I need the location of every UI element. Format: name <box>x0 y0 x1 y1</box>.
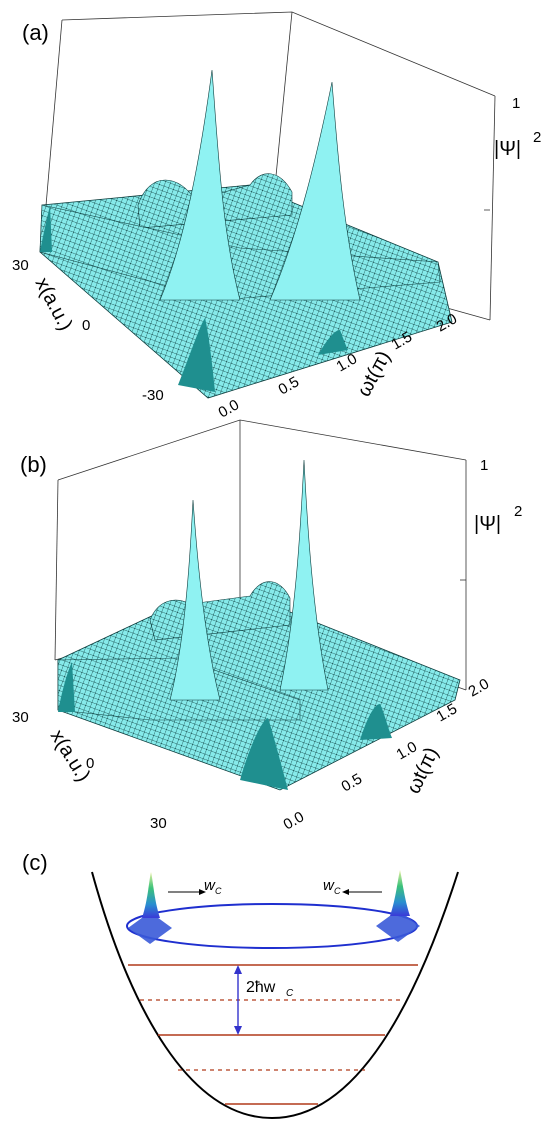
panel-b-label: (b) <box>20 452 47 477</box>
left-wc-label: w <box>204 877 216 894</box>
panel-a-label: (a) <box>22 20 49 45</box>
panel-b-t-tick-0: 0.0 <box>281 808 308 833</box>
panel-b-x-tick-0: 30 <box>12 709 29 726</box>
panel-a-t-tick-1: 0.5 <box>276 373 303 398</box>
left-wc-sub: C <box>215 886 222 896</box>
left-motion-arrow-head <box>199 889 206 895</box>
right-motion-arrow-head <box>342 889 349 895</box>
panel-a-z-tick-top: 1 <box>512 95 520 112</box>
panel-b-t-tick-1: 0.5 <box>339 770 366 795</box>
panel-a-edge-hump-mid <box>178 318 215 392</box>
panel-a-edge-hump-right <box>318 330 348 355</box>
right-wc-sub: C <box>334 886 341 896</box>
panel-b-z-tick-top: 1 <box>480 457 488 474</box>
panel-a-t-label: ωt(π) <box>353 347 395 400</box>
panel-b-peak-left <box>169 499 221 701</box>
panel-b-z-label-sup: 2 <box>514 503 522 520</box>
panel-a-edge-hump-left <box>40 205 52 252</box>
panel-a: (a) 1 |Ψ| 2 30 0 -30 x(a.u.) <box>12 11 541 421</box>
right-wc-label: w <box>323 877 335 894</box>
panel-a-z-label-sup: 2 <box>533 129 541 146</box>
panel-b-x-tick-1: 0 <box>86 755 94 772</box>
wavepacket-left <box>128 872 172 944</box>
panel-a-x-label: x(a.u.) <box>31 274 77 334</box>
panel-b-edge-hump-mid <box>240 718 288 790</box>
panel-a-t-tick-0: 0.0 <box>216 396 243 421</box>
panel-c-label: (c) <box>22 850 48 875</box>
wavepacket-right <box>376 870 420 942</box>
panel-b-edge-hump-left <box>58 662 75 712</box>
harmonic-potential-curve <box>91 871 459 1120</box>
gap-arrow-head-down <box>234 1026 242 1035</box>
gap-arrow-head-up <box>234 965 242 974</box>
panel-b-edge-hump-right <box>360 704 392 740</box>
gap-label-sub: C <box>286 988 294 999</box>
gap-label: 2ħw <box>246 979 276 996</box>
panel-a-x-tick-1: 0 <box>82 317 90 334</box>
panel-a-peak-left <box>159 69 241 301</box>
panel-b-t-tick-4: 2.0 <box>466 675 493 700</box>
panel-c: (c) 2ħw C w C w C <box>22 850 459 1120</box>
panel-a-peak-right <box>269 81 361 301</box>
orbit-ellipse <box>126 903 418 949</box>
panel-a-z-label: |Ψ| <box>494 138 521 160</box>
panel-a-x-tick-0: 30 <box>12 257 29 274</box>
panel-a-x-tick-2: -30 <box>142 387 164 404</box>
panel-b-z-label: |Ψ| <box>474 513 501 535</box>
panel-b-x-tick-2: 30 <box>150 815 167 832</box>
panel-b-peak-right <box>279 459 329 691</box>
panel-b: (b) 1 |Ψ| 2 30 0 30 x(a.u.) 0.0 0.5 1.0 … <box>12 419 522 833</box>
